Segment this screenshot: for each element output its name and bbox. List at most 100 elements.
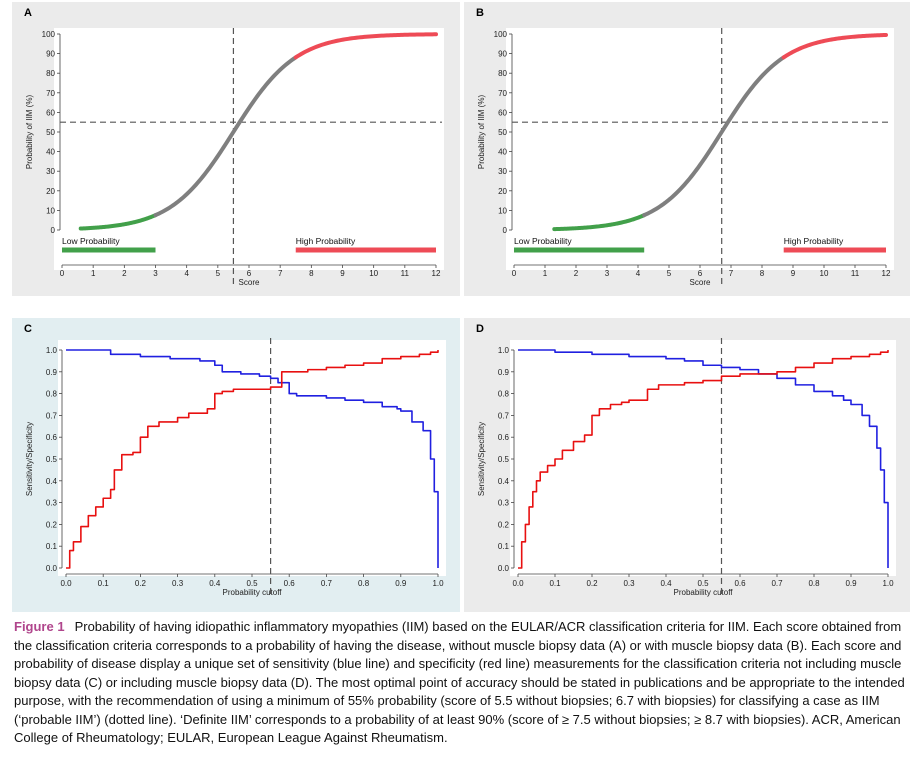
x-tick-label: 6 [247,269,252,278]
y-tick-label: 0.1 [46,542,58,551]
y-tick-label: 0.8 [46,390,58,399]
y-tick-label: 0.2 [498,520,510,529]
y-tick-label: 0.9 [46,368,58,377]
panel-d: D 0.0 0.1 0.2 0.3 0.4 0.5 0.6 0.7 0.8 0.9 1.0 Sensit… [464,318,910,612]
y-tick-label: 1.0 [46,346,58,355]
x-tick-label: 11 [401,269,410,278]
x-tick-label: 0 [512,269,517,278]
curve-low-probability [552,213,647,232]
y-tick-label: 0.3 [498,499,510,508]
x-tick-label: 0.9 [395,579,407,588]
y-tick-label: 50 [498,128,507,137]
panel-letter: B [476,7,484,19]
x-tick-label: 9 [791,269,796,278]
figure-label: Figure 1 [14,619,65,634]
x-tick-label: 0.0 [512,579,524,588]
x-tick-label: 0.9 [845,579,857,588]
y-tick-label: 70 [498,89,507,98]
high-probability-label: High Probability [784,236,844,246]
caption-text: Probability of having idiopathic inflamm… [14,619,905,745]
x-tick-label: 1.0 [882,579,894,588]
y-tick-label: 0.9 [498,368,510,377]
y-tick-label: 0.0 [498,564,510,573]
y-tick-label: 0.0 [46,564,58,573]
y-tick-label: 0.1 [498,542,510,551]
y-tick-label: 0.7 [498,411,510,420]
x-tick-label: 0.5 [246,579,258,588]
x-tick-label: 0.4 [660,579,672,588]
chart-panel-d: D 0.0 0.1 0.2 0.3 0.4 0.5 0.6 0.7 0.8 0.9 1.0 Sensit… [464,318,910,612]
y-tick-label: 0.5 [46,455,58,464]
x-tick-label: 0.8 [358,579,370,588]
curve-low-probability [78,213,158,231]
x-tick-label: 0.5 [697,579,709,588]
plot-area [510,340,896,576]
curve-intermediate [153,55,298,218]
y-tick-label: 20 [498,187,507,196]
y-tick-label: 60 [46,108,55,117]
x-tick-label: 10 [369,269,378,278]
chart-panel-c: C 0.0 0.1 0.2 0.3 0.4 0.5 0.6 0.7 0.8 0.9 1.0 Sensit… [12,318,460,612]
x-tick-label: 9 [340,269,345,278]
x-tick-label: 1.0 [432,579,444,588]
y-axis-label: Probability of IIM (%) [25,95,34,170]
y-tick-label: 100 [42,30,56,39]
x-tick-label: 4 [184,269,189,278]
x-tick-label: 6 [698,269,703,278]
y-tick-label: 40 [498,148,507,157]
x-tick-label: 8 [309,269,314,278]
y-tick-label: 0.2 [46,520,58,529]
x-tick-label: 0.1 [549,579,561,588]
x-axis-label: Score [239,278,260,287]
y-tick-label: 0.4 [498,477,510,486]
x-tick-label: 0.7 [321,579,333,588]
plot-area [58,340,446,576]
low-probability-label: Low Probability [514,236,572,246]
y-tick-label: 30 [498,167,507,176]
y-tick-label: 0.4 [46,477,58,486]
curve-high-probability [781,32,888,60]
y-tick-label: 40 [46,148,55,157]
sensitivity-line [66,349,439,568]
specificity-line [518,350,889,569]
x-tick-label: 7 [729,269,734,278]
sensitivity-line [518,349,889,568]
x-tick-label: 7 [278,269,283,278]
x-tick-label: 0.6 [734,579,746,588]
panel-letter: D [476,323,484,335]
y-tick-label: 0 [503,226,508,235]
panel-letter: A [24,7,32,19]
x-tick-label: 1 [91,269,96,278]
panel-b: B 0 10 20 30 40 50 60 70 80 90 100 Probability of II… [464,2,910,296]
y-axis-label: Probability of IIM (%) [477,95,486,170]
x-tick-label: 2 [574,269,579,278]
x-tick-label: 5 [667,269,672,278]
y-tick-label: 0.6 [46,433,58,442]
x-tick-label: 0.3 [172,579,184,588]
x-tick-label: 11 [851,269,860,278]
x-tick-label: 1 [543,269,548,278]
x-tick-label: 0.3 [623,579,635,588]
curve-high-probability [293,32,438,60]
x-axis-label: Probability cutoff [674,588,734,597]
x-tick-label: 10 [820,269,829,278]
high-probability-label: High Probability [296,236,356,246]
y-tick-label: 60 [498,108,507,117]
x-tick-label: 5 [216,269,221,278]
x-tick-label: 0.8 [808,579,820,588]
y-tick-label: 30 [46,167,55,176]
x-tick-label: 12 [432,269,441,278]
y-tick-label: 90 [46,50,55,59]
y-tick-label: 80 [46,69,55,78]
y-tick-label: 100 [494,30,508,39]
x-tick-label: 3 [153,269,158,278]
figure-caption: Figure 1 Probability of having idiopathic… [14,618,906,748]
y-tick-label: 0.3 [46,499,58,508]
x-tick-label: 2 [122,269,127,278]
y-tick-label: 0.8 [498,390,510,399]
x-tick-label: 0.0 [60,579,72,588]
plot-area [54,28,444,270]
low-probability-label: Low Probability [62,236,120,246]
